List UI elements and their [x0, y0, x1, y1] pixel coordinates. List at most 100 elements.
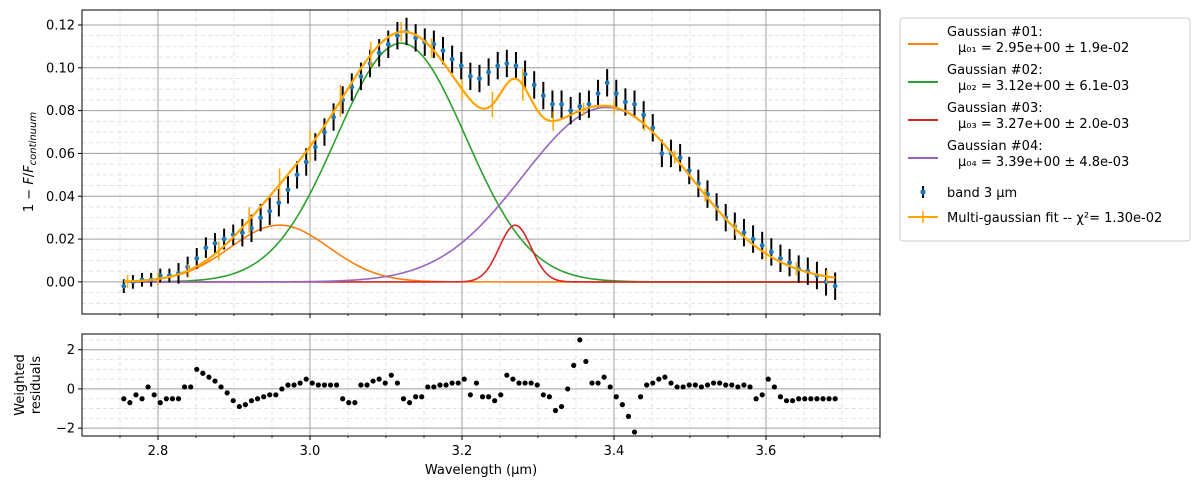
residuals-points [121, 337, 838, 435]
data-point [768, 249, 774, 255]
residual-point [157, 400, 163, 406]
main-y-axis-label-part: continuum [28, 112, 39, 166]
data-point [385, 41, 391, 47]
residual-point [425, 384, 431, 390]
residual-point [522, 380, 528, 386]
residual-point [188, 384, 194, 390]
residual-point [723, 382, 729, 388]
main-y-axis-label-part: 1 − [22, 185, 37, 212]
data-point [613, 91, 619, 96]
residual-point [194, 366, 200, 372]
residual-point [625, 413, 632, 419]
residual-point [650, 380, 656, 386]
data-point [431, 41, 437, 47]
residual-point [358, 382, 364, 388]
data-point [303, 159, 309, 165]
residual-point [510, 376, 516, 382]
residuals-y-tick-label: 0 [67, 382, 75, 397]
residual-point [394, 380, 400, 386]
main-y-tick-label: 0.02 [46, 233, 75, 248]
residual-point [321, 382, 328, 388]
data-point [395, 33, 400, 39]
data-point [759, 243, 765, 248]
data-point [322, 129, 327, 135]
residual-point [820, 396, 826, 402]
residual-point [765, 376, 771, 382]
residual-point [808, 396, 814, 402]
main-y-tick-label: 0.08 [46, 104, 75, 119]
residual-point [498, 392, 504, 398]
legend-label-data: band 3 μm [947, 186, 1017, 201]
residuals-axes-frame [81, 333, 881, 437]
residual-point [200, 370, 206, 376]
residual-point [467, 392, 473, 398]
data-point [449, 56, 455, 62]
data-point [258, 215, 263, 221]
residual-point [315, 382, 321, 388]
residual-point [127, 400, 133, 406]
main-ticks: 0.00 0.02 0.04 0.06 0.08 0.10 0.12 [46, 18, 881, 318]
residuals-ticks: 2.8 3.0 3.2 3.4 3.6 −2 0 2 [56, 343, 881, 459]
residual-point [814, 396, 820, 402]
residual-point [832, 396, 838, 402]
data-point [595, 91, 601, 96]
residual-point [680, 384, 686, 390]
residual-point [668, 380, 674, 386]
residual-point [595, 380, 601, 386]
residual-point [370, 378, 376, 384]
residual-point [340, 396, 346, 402]
residual-point [692, 382, 698, 388]
residual-point [753, 396, 759, 402]
data-point [185, 264, 191, 270]
data-point [741, 230, 747, 236]
data-point [294, 172, 300, 178]
main-y-tick-label: 0.10 [46, 61, 75, 76]
data-point [285, 187, 291, 193]
residual-point [631, 429, 638, 435]
main-y-axis-label-part: F [22, 177, 37, 185]
residual-point [492, 398, 498, 404]
data-point [550, 101, 555, 107]
residual-point [583, 358, 589, 365]
data-point [367, 61, 373, 66]
residual-point [224, 390, 230, 396]
residual-point [352, 400, 358, 406]
residual-point [297, 380, 303, 386]
residuals-y-tick-label: −2 [56, 422, 75, 437]
residual-point [619, 402, 625, 408]
residual-point [334, 382, 340, 388]
data-point [577, 103, 583, 109]
legend-label-gaussian-1-line2: μ₀₁ = 2.95e+00 ± 1.9e-02 [958, 41, 1129, 56]
legend-box [899, 17, 1191, 242]
residual-point [449, 380, 455, 386]
residual-point [169, 396, 176, 402]
residual-point [759, 392, 765, 398]
residual-point [674, 384, 680, 390]
residual-point [504, 372, 510, 378]
residual-point [783, 398, 790, 404]
data-point [376, 50, 382, 56]
data-point [504, 61, 510, 66]
residual-point [212, 378, 218, 384]
residual-point [406, 400, 413, 406]
data-point [522, 71, 528, 77]
main-y-tick-label: 0.00 [46, 275, 75, 290]
residual-point [382, 380, 388, 386]
data-point [659, 151, 665, 156]
residual-point [777, 394, 784, 400]
main-y-axis-label-part: F [22, 165, 37, 173]
data-point [623, 99, 628, 105]
residual-point [790, 398, 796, 404]
data-point [823, 279, 829, 285]
data-point [650, 125, 656, 131]
data-point [203, 245, 209, 251]
residual-point [589, 380, 595, 386]
residual-point [139, 396, 145, 402]
legend-label-gaussian-2-line2: μ₀₂ = 3.12e+00 ± 6.1e-03 [958, 79, 1129, 94]
residual-point [461, 376, 467, 382]
data-point [787, 260, 792, 266]
main-y-axis-label: 1 − F/Fcontinuum [22, 112, 39, 212]
data-point [358, 73, 364, 79]
residual-point [656, 376, 662, 382]
main-y-tick-label: 0.04 [46, 190, 75, 205]
